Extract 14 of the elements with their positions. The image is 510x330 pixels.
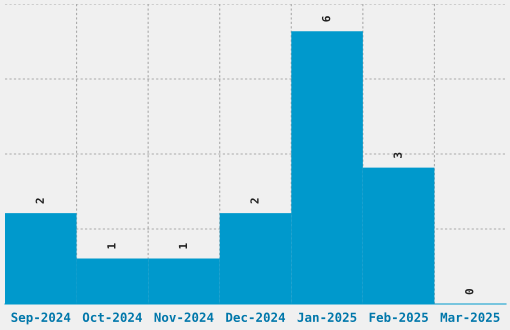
data-label: 1 bbox=[107, 243, 116, 249]
x-tick-label: Dec-2024 bbox=[226, 312, 286, 322]
x-tick-label: Nov-2024 bbox=[154, 312, 214, 322]
data-label: 1 bbox=[178, 243, 187, 249]
x-tick-label: Sep-2024 bbox=[11, 312, 70, 324]
x-tick-label: Jan-2025 bbox=[298, 312, 356, 322]
data-label: 2 bbox=[36, 198, 44, 204]
x-tick-label: Oct-2024 bbox=[82, 312, 142, 322]
data-label: 6 bbox=[322, 16, 330, 22]
data-label: 2 bbox=[250, 198, 259, 204]
x-tick-label: Mar-2025 bbox=[440, 312, 500, 322]
data-label: 0 bbox=[465, 288, 474, 294]
x-tick-label: Feb-2025 bbox=[370, 312, 428, 322]
data-label: 3 bbox=[393, 152, 402, 158]
